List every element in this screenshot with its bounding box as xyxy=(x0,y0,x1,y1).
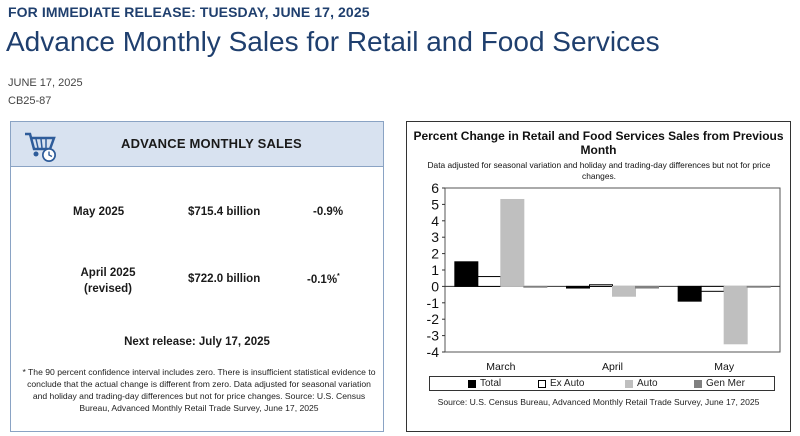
y-tick-label: 3 xyxy=(431,229,439,245)
bar-ex-auto-april xyxy=(589,284,613,287)
y-tick-label: 5 xyxy=(431,196,439,212)
bar-gen-mer-march xyxy=(523,285,548,288)
bar-ex-auto-march xyxy=(477,276,502,287)
summary-footnote: * The 90 percent confidence interval inc… xyxy=(22,367,376,413)
chart-source: Source: U.S. Census Bureau, Advanced Mon… xyxy=(437,397,760,407)
bar-gen-mer-may xyxy=(746,285,771,288)
legend-label-gen-mer: Gen Mer xyxy=(706,378,745,389)
chart-subtitle: Data adjusted for seasonal variation and… xyxy=(427,160,771,181)
summary-heading: ADVANCE MONTHLY SALES xyxy=(121,136,302,151)
bar-ex-auto-may xyxy=(700,285,725,292)
legend-label-total: Total xyxy=(480,378,502,389)
legend-swatch-total xyxy=(468,379,476,388)
row-april-value: $722.0 billion xyxy=(188,273,261,285)
release-line: FOR IMMEDIATE RELEASE: TUESDAY, JUNE 17,… xyxy=(8,4,370,20)
bar-total-may xyxy=(677,285,702,302)
summary-header: ADVANCE MONTHLY SALES xyxy=(11,122,383,167)
y-tick-label: 2 xyxy=(431,246,439,262)
bar-auto-may xyxy=(723,285,748,345)
chart-panel: 6 5 4 3 2 1 0 -1 -2 -3 -4 March April May Percent Cha… xyxy=(406,121,791,432)
legend-item-gen-mer: Gen Mer xyxy=(694,378,745,389)
release-date: JUNE 17, 2025 xyxy=(8,77,83,89)
legend-item-auto: Auto xyxy=(625,378,658,389)
next-release: Next release: July 17, 2025 xyxy=(124,336,270,348)
legend-label-auto: Auto xyxy=(637,378,658,389)
row-may-pct: -0.9% xyxy=(313,206,344,218)
legend-swatch-ex-auto xyxy=(538,379,546,388)
legend-swatch-auto xyxy=(625,379,633,388)
shopping-cart-clock-icon xyxy=(21,127,61,163)
row-april-label: April 2025 (revised) xyxy=(73,265,143,297)
y-tick-label: 6 xyxy=(431,180,439,196)
y-tick-label: -1 xyxy=(427,295,440,311)
chart-legend: Total Ex Auto Auto Gen Mer xyxy=(429,376,775,391)
y-tick-label: -4 xyxy=(427,344,440,360)
legend-item-ex-auto: Ex Auto xyxy=(538,378,584,389)
bar-total-march xyxy=(454,261,479,287)
bar-total-april xyxy=(566,285,590,289)
row-may-value: $715.4 billion xyxy=(188,206,261,218)
row-april-pct: -0.1%* xyxy=(307,273,340,286)
y-tick-label: 4 xyxy=(431,213,439,229)
x-tick-label: May xyxy=(714,361,735,373)
x-tick-label: March xyxy=(486,361,515,373)
y-tick-label: 1 xyxy=(431,262,439,278)
chart-title: Percent Change in Retail and Food Servic… xyxy=(413,129,784,157)
bar-auto-april xyxy=(612,285,636,297)
y-tick-label: -2 xyxy=(427,311,440,327)
x-tick-label: April xyxy=(602,361,623,373)
row-april-revised: (revised) xyxy=(84,283,132,295)
page-title: Advance Monthly Sales for Retail and Foo… xyxy=(6,26,660,57)
bar-gen-mer-april xyxy=(635,285,659,289)
bar-auto-march xyxy=(500,198,525,287)
row-april-pct-mark: * xyxy=(337,273,340,280)
summary-panel: ADVANCE MONTHLY SALES May 2025 $715.4 bi… xyxy=(10,121,384,432)
row-april-pct-value: -0.1% xyxy=(307,273,338,286)
y-tick-label: 0 xyxy=(431,278,439,294)
legend-item-total: Total xyxy=(468,378,501,389)
legend-label-ex-auto: Ex Auto xyxy=(550,378,585,389)
release-code: CB25-87 xyxy=(8,95,52,107)
legend-swatch-gen-mer xyxy=(694,379,702,388)
y-tick-label: -3 xyxy=(427,328,440,344)
row-may-label: May 2025 xyxy=(73,206,125,218)
row-april-month: April 2025 xyxy=(80,267,136,279)
